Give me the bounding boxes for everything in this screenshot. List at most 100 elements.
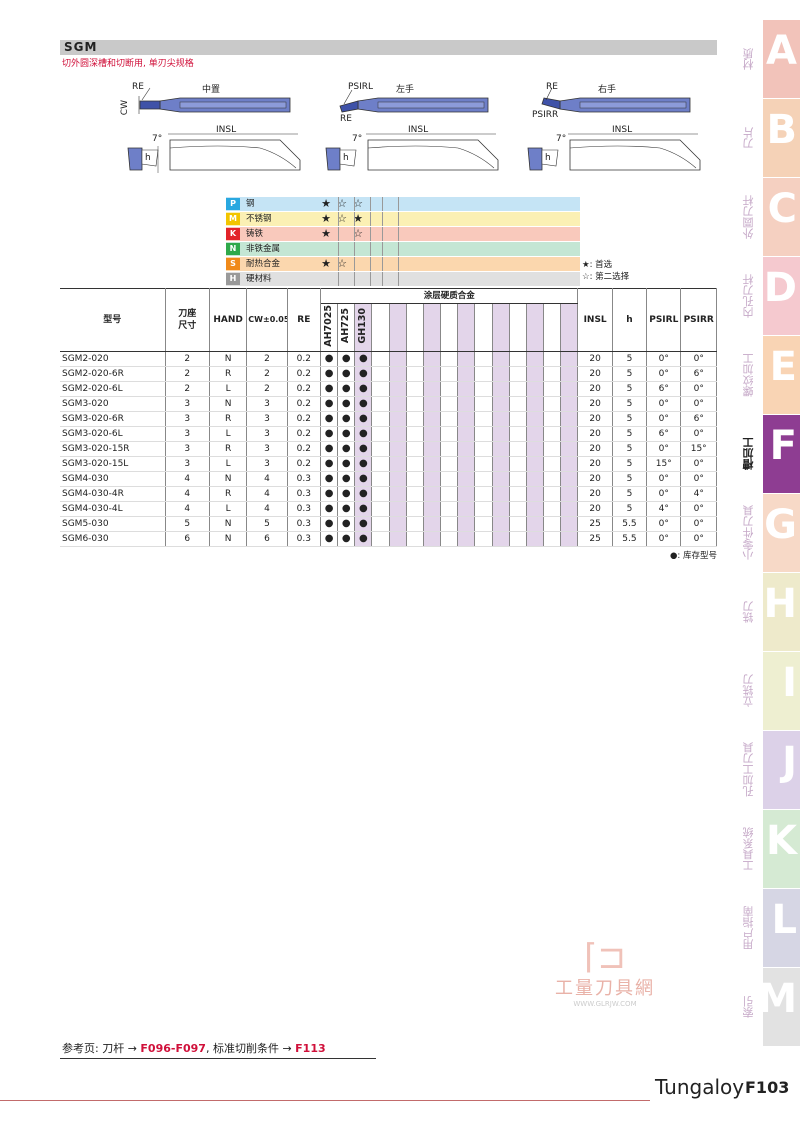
side-tab-b[interactable]: B 刀片 [742, 99, 800, 177]
tab-label: 外圆刀杆 [742, 195, 755, 239]
empty-grade-cell [492, 426, 510, 442]
material-code-badge: S [226, 258, 240, 270]
label-angle: 7° [556, 134, 567, 144]
table-row: SGM3-020-15R 3 R 3 0.2 ● ● ● 20 5 0° 15° [60, 441, 717, 457]
tab-label: 小零件刀具 [742, 505, 755, 561]
tab-letter: D [763, 265, 797, 311]
empty-grade-cell [371, 426, 390, 442]
empty-grade-cell [543, 426, 562, 442]
empty-grade-cell [389, 351, 407, 367]
legend-divider [354, 227, 355, 241]
empty-grade-cell [371, 516, 390, 532]
stock-dot: ● [337, 351, 356, 367]
empty-grade-cell [526, 516, 545, 532]
drawing-left-hand: PSIRL 左手 RE INSL 7° h [318, 78, 508, 178]
legend-divider [398, 272, 399, 286]
ref-link-holders[interactable]: F096-F097 [140, 1042, 206, 1055]
stock-dot: ● [337, 426, 356, 442]
label-re: RE [340, 114, 352, 124]
empty-grade-cell [474, 471, 493, 487]
empty-grade-cell [423, 516, 442, 532]
tab-label: 索引 [742, 996, 755, 1018]
holder-size-cell: 2 [165, 381, 210, 397]
stock-dot: ● [337, 441, 356, 457]
re-cell: 0.2 [287, 366, 322, 382]
legend-first-choice: ★: 首选 [582, 260, 613, 270]
insl-cell: 25 [577, 531, 613, 547]
legend-divider [338, 257, 339, 271]
side-tab-c[interactable]: C 外圆刀杆 [742, 178, 800, 256]
col-empty [406, 303, 424, 352]
side-tab-g[interactable]: G 小零件刀具 [742, 494, 800, 572]
empty-grade-cell [457, 471, 476, 487]
empty-grade-cell [440, 531, 459, 547]
empty-grade-cell [560, 501, 579, 517]
h-cell: 5 [612, 471, 648, 487]
holder-size-cell: 3 [165, 411, 210, 427]
empty-grade-cell [440, 441, 459, 457]
suitability-mark: ★ [321, 257, 331, 270]
side-tab-m[interactable]: M 索引 [742, 968, 800, 1046]
table-row: SGM6-030 6 N 6 0.3 ● ● ● 25 5.5 0° 0° [60, 531, 717, 547]
side-tab-a[interactable]: A 材质 [742, 20, 800, 98]
watermark-url: WWW.GLRJW.COM [573, 1000, 637, 1008]
legend-divider [370, 212, 371, 226]
cw-cell: 3 [246, 426, 288, 442]
grade-label: AH725 [340, 307, 352, 344]
empty-grade-cell [474, 351, 493, 367]
side-tab-j[interactable]: J 孔加工刀具 [742, 731, 800, 809]
drawing-title-right: 右手 [598, 85, 617, 95]
side-tab-h[interactable]: H 铣刀 [742, 573, 800, 651]
stock-dot: ● [320, 501, 339, 517]
empty-grade-cell [457, 441, 476, 457]
material-name: 硬材料 [246, 274, 272, 284]
side-tab-i[interactable]: I 立铣刀 [742, 652, 800, 730]
footer-rule [0, 1100, 650, 1101]
empty-grade-cell [457, 456, 476, 472]
empty-grade-cell [509, 411, 527, 427]
legend-divider [370, 257, 371, 271]
psirl-cell: 0° [646, 486, 682, 502]
stock-dot: ● [354, 411, 373, 427]
stock-dot: ● [320, 441, 339, 457]
empty-grade-cell [406, 441, 424, 457]
empty-grade-cell [526, 396, 545, 412]
label-h: h [545, 153, 551, 163]
empty-grade-cell [560, 471, 579, 487]
empty-grade-cell [526, 441, 545, 457]
side-tab-f[interactable]: F 槽加工 [742, 415, 800, 493]
hand-cell: R [209, 441, 248, 457]
stock-dot: ● [354, 441, 373, 457]
psirl-cell: 0° [646, 351, 682, 367]
psirr-cell: 0° [680, 516, 717, 532]
h-cell: 5 [612, 501, 648, 517]
empty-grade-cell [457, 426, 476, 442]
empty-grade-cell [457, 411, 476, 427]
psirl-cell: 0° [646, 366, 682, 382]
re-cell: 0.2 [287, 396, 322, 412]
empty-grade-cell [509, 501, 527, 517]
empty-grade-cell [543, 456, 562, 472]
side-tab-d[interactable]: D 内孔刀杆 [742, 257, 800, 335]
label-re: RE [132, 82, 144, 92]
side-tab-k[interactable]: K 工具系统 [742, 810, 800, 888]
side-tab-e[interactable]: E 螺纹加工 [742, 336, 800, 414]
empty-grade-cell [371, 381, 390, 397]
empty-grade-cell [440, 351, 459, 367]
model-cell: SGM3-020-6R [60, 411, 166, 427]
tab-label: 孔加工刀具 [742, 742, 755, 798]
psirr-cell: 0° [680, 531, 717, 547]
stock-dot: ● [320, 531, 339, 547]
watermark-name: 工量刀具網 [555, 978, 655, 999]
tab-label: 槽加工 [742, 437, 755, 471]
side-tab-l[interactable]: L 用户指南 [742, 889, 800, 967]
reference-underline [60, 1058, 376, 1059]
insert-center-drawing [127, 87, 301, 173]
empty-grade-cell [543, 516, 562, 532]
cw-cell: 3 [246, 441, 288, 457]
col-empty [526, 303, 545, 352]
empty-grade-cell [440, 516, 459, 532]
ref-link-cutting-conditions[interactable]: F113 [295, 1042, 326, 1055]
table-row: SGM3-020-6R 3 R 3 0.2 ● ● ● 20 5 0° 6° [60, 411, 717, 427]
h-cell: 5 [612, 411, 648, 427]
